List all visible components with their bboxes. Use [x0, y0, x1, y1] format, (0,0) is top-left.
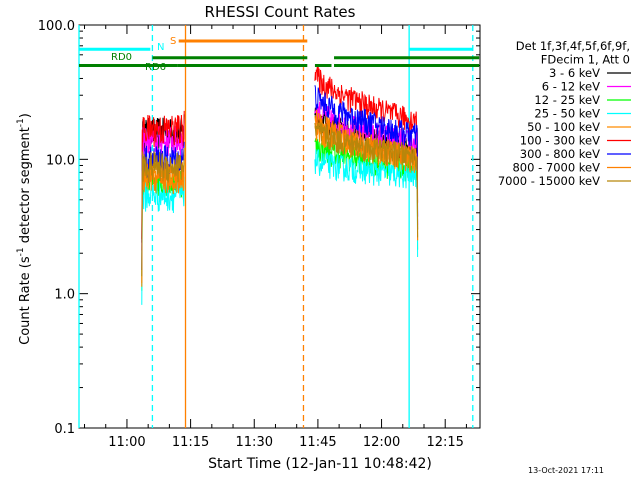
footer-timestamp: 13-Oct-2021 17:11	[528, 466, 604, 475]
x-tick-label: 11:30	[236, 435, 273, 450]
legend-header-line: Det 1f,3f,4f,5f,6f,9f,	[516, 39, 630, 53]
x-tick-label: 11:45	[299, 435, 336, 450]
legend-entry-label: 25 - 50 keV	[534, 107, 600, 121]
flag-label-rd6: RD6	[145, 62, 166, 73]
legend-entry-label: 800 - 7000 keV	[512, 161, 600, 175]
plot-frame	[78, 24, 481, 429]
plot-area: 0.1 1.0 10.0 100.0 11:00 11:15 11:30 11:45 12:00…	[38, 19, 481, 450]
legend-entry-label: 6 - 12 keV	[542, 80, 600, 94]
flag-label-n: N	[157, 42, 164, 53]
legend-entry-label: 12 - 25 keV	[534, 93, 600, 107]
legend-entry-label: 3 - 6 keV	[549, 66, 600, 80]
flag-label-s: S	[170, 36, 176, 47]
y-tick-label: 10.0	[46, 153, 75, 168]
legend-entry-label: 100 - 300 keV	[520, 134, 600, 148]
flag-label-rd0: RD0	[111, 52, 132, 63]
legend-entry-label: 300 - 800 keV	[520, 147, 600, 161]
x-tick-label: 12:00	[363, 435, 400, 450]
legend-entry-label: 7000 - 15000 keV	[498, 174, 600, 188]
legend-entry-label: 50 - 100 keV	[527, 120, 600, 134]
y-tick-label: 0.1	[54, 422, 75, 437]
chart-title: RHESSI Count Rates	[205, 3, 356, 21]
y-tick-label: 1.0	[54, 288, 75, 303]
series-line-5	[141, 66, 419, 240]
y-tick-label: 100.0	[38, 19, 75, 34]
x-tick-label: 11:00	[108, 435, 145, 450]
legend: Det 1f,3f,4f,5f,6f,9f,FDecim 1, Att 03 -…	[498, 39, 631, 188]
x-axis-label: Start Time (12-Jan-11 10:48:42)	[208, 456, 432, 472]
legend-header-line: FDecim 1, Att 0	[541, 53, 630, 67]
series-line-8	[141, 122, 419, 277]
x-tick-label: 11:15	[172, 435, 209, 450]
x-tick-label: 12:15	[426, 435, 463, 450]
y-axis-label: Count Rate (s-1 detector segment-1)	[16, 113, 33, 345]
